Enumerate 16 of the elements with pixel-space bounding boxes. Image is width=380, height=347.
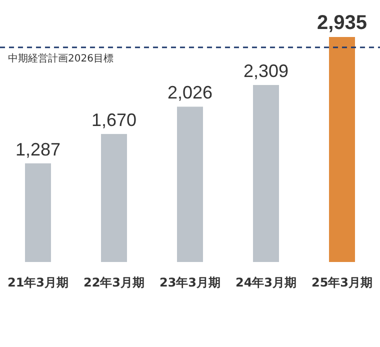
bar [329, 37, 355, 262]
bar [177, 106, 203, 262]
x-tick-label: 21年3月期 [7, 276, 69, 290]
bar [25, 163, 51, 262]
ref-line-label: 中期経営計画2026目標 [8, 52, 114, 64]
bar [253, 84, 279, 262]
x-tick-label: 24年3月期 [235, 276, 297, 290]
x-tick-label: 25年3月期 [311, 276, 373, 290]
bar [101, 134, 127, 262]
x-tick-label: 22年3月期 [83, 276, 145, 290]
data-label: 1,287 [15, 139, 61, 160]
x-tick-label: 23年3月期 [159, 276, 221, 290]
data-label: 2,309 [243, 60, 289, 81]
data-label: 2,935 [316, 12, 368, 34]
data-label: 2,026 [167, 82, 213, 103]
data-label: 1,670 [91, 110, 137, 130]
